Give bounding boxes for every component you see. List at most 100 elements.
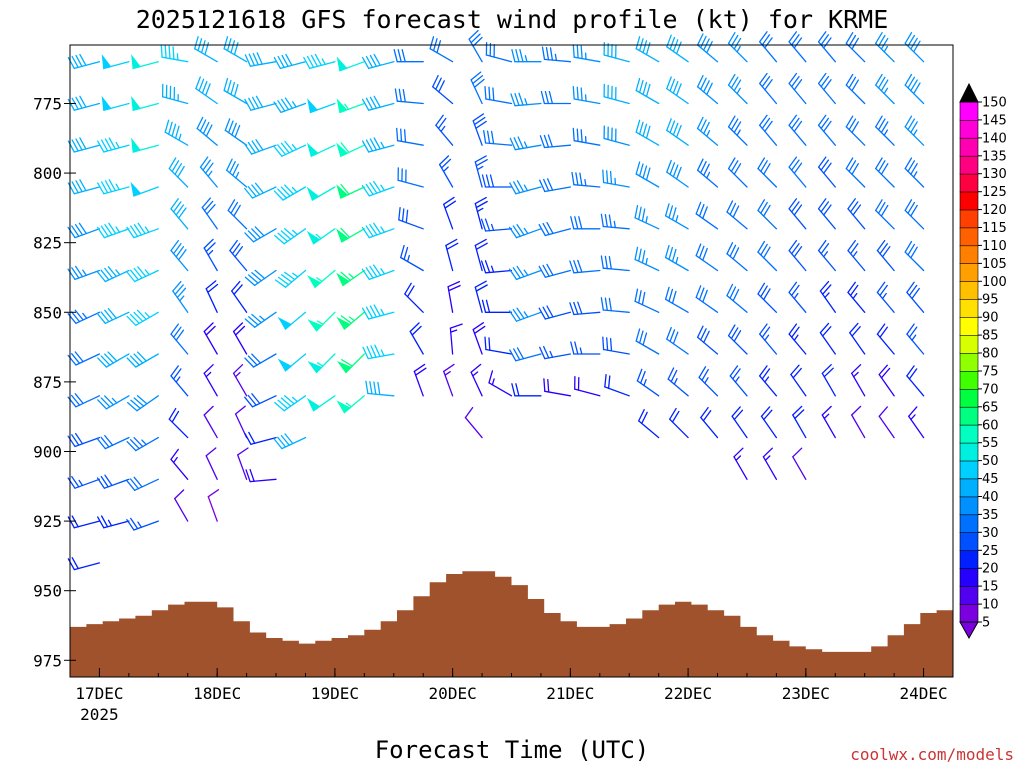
colorbar-label: 30 [982,526,999,541]
barb-flag [280,230,292,240]
barb-flag [373,95,381,108]
barb-half-flag [144,226,150,233]
barb-flag [609,170,613,185]
barb-flag [698,245,705,259]
barb-flag [670,369,678,383]
wind-barb [231,280,248,313]
barb-flag [104,309,114,321]
barb-flag [172,201,182,213]
barb-flag [817,114,827,126]
x-tick-label: 19DEC [311,684,359,703]
barb-flag [284,395,295,405]
barb-flag [486,130,491,144]
barb-half-flag [115,269,121,276]
barb-flag [701,368,709,381]
barb-flag [906,323,915,335]
barb-flag [759,31,768,43]
colorbar-label: 25 [982,544,999,559]
barb-flag [248,316,259,326]
barb-flag [249,468,255,482]
barb-flag [254,269,266,280]
barb-flag [539,179,546,193]
barb-flag [604,297,608,312]
barb-flag [203,322,214,333]
barb-flag [436,40,442,54]
barb-flag [881,246,891,258]
barb-flag [820,75,830,88]
wind-barb [878,364,895,397]
barb-flag [473,116,486,126]
wind-barb [538,263,572,278]
barb-flag [513,181,521,194]
barb-flag [244,318,256,328]
barb-flag [369,265,378,278]
barb-half-flag [107,519,113,527]
barb-flag [876,323,886,335]
barb-flag [823,367,834,378]
barb-half-flag [675,215,679,223]
barb-flag [763,204,771,217]
barb-flag [174,489,185,500]
barb-flag [733,447,744,458]
barb-flag [280,434,290,446]
wind-barb [667,367,689,397]
wind-barb [361,222,395,239]
barb-flag [729,286,737,299]
barb-flag [129,313,140,324]
barb-flag [508,268,518,281]
barb-flag [549,47,554,61]
barb-half-flag [345,402,352,408]
barb-flag [817,239,827,252]
barb-flag [251,353,262,364]
wind-barb [845,73,866,105]
barb-half-flag [523,227,529,235]
barb-flag [875,199,883,212]
barb-flag [602,169,605,184]
wind-barb [67,53,101,70]
wind-barb [817,198,836,230]
barb-flag [851,326,861,337]
wind-barb [666,326,689,355]
barb-flag [792,447,803,458]
barb-flag [604,373,607,388]
colorbar-segment [959,227,979,247]
barb-flag [848,118,857,131]
barb-flag [576,128,579,143]
barb-flag [373,137,381,150]
barb-flag [474,155,487,163]
barb-flag [133,397,145,407]
barb-half-flag [736,45,741,53]
wind-barb [788,156,807,188]
barb-flag [483,130,487,144]
barb-flag [733,330,742,342]
barb-half-flag [205,371,212,378]
wind-barb [303,53,336,70]
barb-flag [823,37,832,49]
barb-flag [512,225,521,237]
barb-flag [517,136,524,150]
wind-barb [845,115,866,146]
barb-flag [464,406,474,419]
wind-barb [361,264,395,281]
barb-flag [232,322,244,333]
barb-flag [310,54,319,68]
wind-barb [170,365,189,397]
barb-flag [817,198,827,210]
barb-flag [513,137,520,150]
barb-flag [703,121,710,135]
barb-flag [788,239,798,252]
barb-flag [821,364,832,374]
barb-flag [373,53,381,66]
wind-barb [244,353,277,368]
barb-flag [700,406,709,419]
barb-flag [402,89,406,103]
barb-pennant [336,228,350,243]
barb-pennant [306,142,319,158]
wind-barb [539,178,572,193]
barb-flag [200,40,206,54]
wind-barb [727,324,748,355]
barb-flag [695,201,702,215]
barb-flag [791,284,800,297]
y-tick-label: 900 [33,442,62,461]
barb-half-flag [344,103,350,110]
